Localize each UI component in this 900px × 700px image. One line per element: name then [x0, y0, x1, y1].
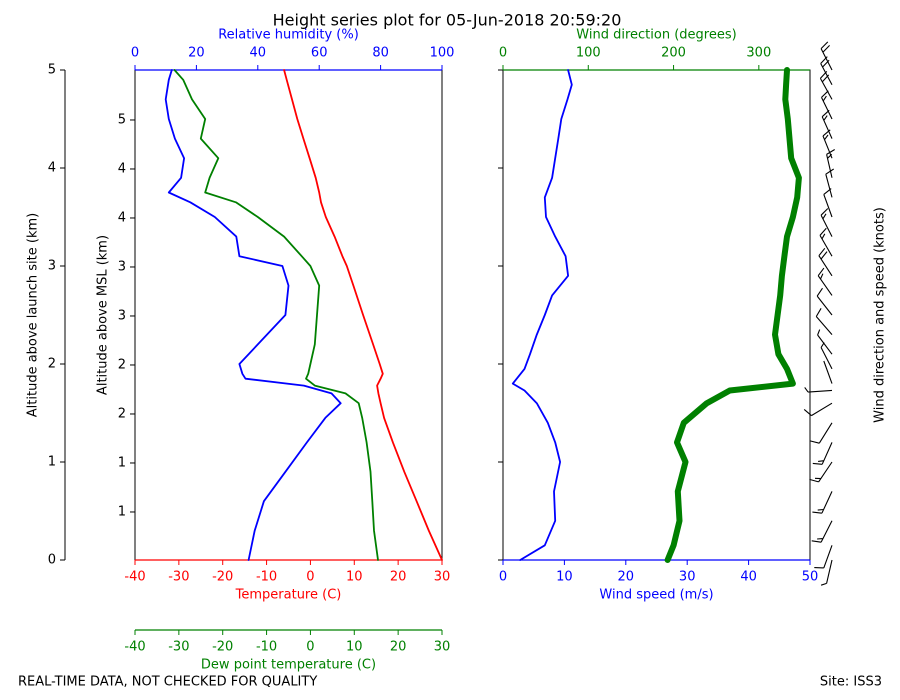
y2-tick-label: 3 — [118, 259, 126, 274]
y2-axis-label: Altitude above MSL (km) — [96, 235, 111, 395]
x-tick-label: 30 — [434, 640, 451, 655]
wind-barb — [804, 387, 833, 393]
wind-barb — [821, 109, 833, 139]
x-tick-label: 80 — [372, 46, 389, 61]
x-tick-label: 30 — [679, 570, 696, 585]
x-tick-label: 10 — [556, 570, 573, 585]
profile-line — [173, 69, 379, 561]
wind-barb — [816, 287, 833, 316]
x-tick-label: 0 — [306, 570, 314, 585]
x-axis-label: Temperature (C) — [235, 588, 342, 603]
wind-barb — [820, 559, 833, 586]
y-tick-label: 2 — [48, 357, 56, 372]
y2-tick-label: 1 — [118, 455, 126, 470]
y-tick-label: 5 — [48, 63, 56, 78]
wind-barb — [820, 56, 833, 85]
x-tick-label: -30 — [168, 570, 189, 585]
wind-barb — [825, 168, 835, 198]
x-tick-label: 300 — [746, 46, 771, 61]
y-tick-label: 4 — [48, 161, 56, 176]
x-tick-label: -10 — [256, 570, 277, 585]
y2-tick-label: 5 — [118, 112, 126, 127]
y-tick-label: 0 — [48, 553, 56, 568]
y2-tick-label: 2 — [118, 357, 126, 372]
x-tick-label: 50 — [802, 570, 819, 585]
x-axis-label: Wind speed (m/s) — [599, 588, 713, 603]
x-tick-label: -30 — [168, 640, 189, 655]
x-axis-label: Wind direction (degrees) — [576, 28, 736, 43]
wind-barb — [817, 329, 833, 355]
x-tick-label: 40 — [250, 46, 267, 61]
x-tick-label: -20 — [212, 640, 233, 655]
x-tick-label: 100 — [430, 46, 455, 61]
wind-barb — [811, 520, 833, 543]
x-tick-label: 0 — [306, 640, 314, 655]
wind-barb — [819, 227, 833, 257]
title: Height series plot for 05-Jun-2018 20:59… — [273, 11, 622, 30]
x-tick-label: 100 — [576, 46, 601, 61]
y2-tick-label: 4 — [118, 161, 126, 176]
site-label: Site: ISS3 — [820, 675, 882, 690]
x-axis-label: Dew point temperature (C) — [201, 658, 376, 673]
x-tick-label: 20 — [390, 570, 407, 585]
y2-tick-label: 4 — [118, 210, 126, 225]
x-tick-label: -40 — [124, 640, 145, 655]
y-tick-label: 1 — [48, 455, 56, 470]
x-tick-label: 30 — [434, 570, 451, 585]
wind-barb — [823, 360, 833, 384]
x-tick-label: 40 — [740, 570, 757, 585]
x-tick-label: 0 — [499, 46, 507, 61]
wind-barb — [817, 267, 833, 296]
wind-barb — [815, 308, 833, 335]
profile-line — [664, 67, 802, 563]
wind-barb — [814, 545, 833, 569]
x-tick-label: -10 — [256, 640, 277, 655]
wind-barb — [803, 402, 833, 417]
wind-barb — [818, 247, 833, 277]
x-tick-label: 200 — [661, 46, 686, 61]
y-axis-label: Altitude above launch site (km) — [26, 213, 41, 417]
barb-label: Wind direction and speed (knots) — [873, 207, 888, 423]
x-tick-label: 60 — [311, 46, 328, 61]
profile-line — [164, 69, 342, 561]
footer-note: REAL-TIME DATA, NOT CHECKED FOR QUALITY — [18, 675, 317, 690]
x-axis-label: Relative humidity (%) — [218, 28, 359, 43]
wind-barb — [812, 442, 833, 465]
wind-barb — [812, 491, 833, 514]
x-tick-label: 20 — [390, 640, 407, 655]
wind-barb — [820, 41, 833, 71]
wind-barb — [821, 90, 833, 120]
y-tick-label: 3 — [48, 259, 56, 274]
x-tick-label: -20 — [212, 570, 233, 585]
wind-barb — [819, 71, 833, 100]
profile-line — [511, 69, 573, 561]
plot-frame — [502, 69, 811, 561]
wind-barb — [820, 208, 833, 237]
wind-barb — [809, 461, 833, 483]
y2-tick-label: 1 — [118, 504, 126, 519]
x-tick-label: -40 — [124, 570, 145, 585]
plot-frame — [134, 69, 443, 561]
y2-tick-label: 2 — [118, 406, 126, 421]
x-tick-label: 0 — [499, 570, 507, 585]
y2-tick-label: 3 — [118, 308, 126, 323]
profile-line — [283, 69, 443, 561]
x-tick-label: 20 — [188, 46, 205, 61]
x-tick-label: 0 — [131, 46, 139, 61]
x-tick-label: 10 — [346, 570, 363, 585]
wind-barb — [809, 422, 833, 444]
x-tick-label: 10 — [346, 640, 363, 655]
x-tick-label: 20 — [618, 570, 635, 585]
